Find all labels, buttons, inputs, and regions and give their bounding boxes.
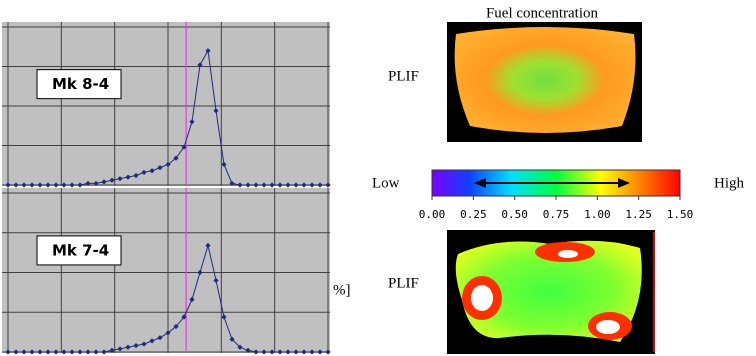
image-label: PLIF — [388, 68, 419, 84]
tick-label: 1.50 — [667, 208, 694, 221]
tick-label: 0.50 — [501, 208, 528, 221]
figure: %] Fuel concentration PLIF PLIF Low High… — [0, 0, 756, 356]
legend-label: Mk 7-4 — [52, 241, 109, 259]
plif-image-bottom — [447, 230, 655, 354]
colorbar-high: High — [714, 175, 745, 191]
colorbar-low: Low — [372, 175, 400, 191]
tick-label: 1.00 — [584, 208, 611, 221]
legend-label: Mk 8-4 — [52, 75, 109, 93]
plot-area — [2, 22, 330, 186]
tick-label: 1.25 — [625, 208, 652, 221]
plot-area — [2, 188, 330, 353]
tick-label: 0.25 — [460, 208, 487, 221]
image-label: PLIF — [388, 275, 419, 291]
colorbar: Low High 0.00 0.25 0.50 0.75 1.00 1.25 1.50 — [372, 170, 745, 221]
tick-label: 0.75 — [543, 208, 570, 221]
cut-text: %] — [333, 282, 351, 298]
plif-image-top — [447, 22, 642, 142]
panel-title: Fuel concentration — [486, 5, 599, 21]
tick-label: 0.00 — [419, 208, 446, 221]
